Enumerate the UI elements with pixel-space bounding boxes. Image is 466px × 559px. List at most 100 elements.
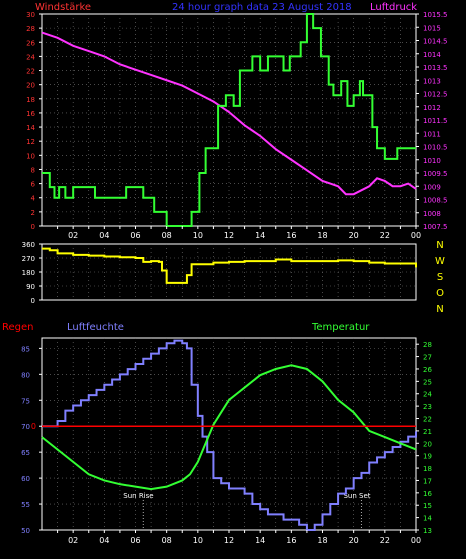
- wind-tick-label: 14: [26, 124, 35, 132]
- climate-panel-xtick-label: 08: [162, 536, 172, 545]
- wind-tick-label: 10: [26, 152, 35, 160]
- temperature-tick-label: 23: [423, 403, 432, 411]
- wind-tick-label: 4: [31, 195, 36, 203]
- climate-panel-xtick-label: 02: [68, 536, 78, 545]
- climate-panel-xtick-label: 10: [193, 536, 203, 545]
- wind-panel-xtick-label: 10: [193, 231, 203, 240]
- pressure-tick-label: 1008.5: [423, 197, 448, 205]
- temperature-tick-label: 19: [423, 453, 432, 461]
- wind-panel-xtick-label: 16: [286, 231, 296, 240]
- temperature-tick-label: 27: [423, 354, 432, 362]
- sunset-label: Sun Set: [343, 492, 370, 500]
- humidity-tick-label: 70: [21, 423, 30, 431]
- climate-panel-xtick-label: 00: [411, 536, 421, 545]
- wind-tick-label: 2: [31, 209, 35, 217]
- rain-label: Regen: [2, 322, 34, 333]
- humidity-tick-label: 65: [21, 449, 30, 457]
- pressure-tick-label: 1012.5: [423, 91, 448, 99]
- wind-panel-xtick-label: 04: [99, 231, 109, 240]
- humidity-series-line: [42, 339, 417, 531]
- temperature-tick-label: 17: [423, 477, 432, 485]
- climate-panel-xtick-label: 16: [286, 536, 296, 545]
- wind-tick-label: 8: [31, 166, 35, 174]
- temperature-label: Temperatur: [311, 322, 370, 333]
- compass-label-n: N: [436, 240, 443, 251]
- temperature-tick-label: 24: [423, 391, 432, 399]
- pressure-tick-label: 1010.5: [423, 144, 448, 152]
- direction-tick-label: 360: [22, 241, 35, 249]
- humidity-tick-label: 80: [21, 371, 30, 379]
- wind-panel-xtick-label: 14: [255, 231, 265, 240]
- pressure-series-line: [41, 31, 417, 196]
- wind-tick-label: 16: [26, 110, 35, 118]
- temperature-tick-label: 15: [423, 502, 432, 510]
- temperature-tick-label: 16: [423, 490, 432, 498]
- sunrise-label: Sun Rise: [123, 492, 153, 500]
- wind-tick-label: 20: [26, 82, 35, 90]
- temperature-tick-label: 21: [423, 428, 432, 436]
- wind-tick-label: 30: [26, 11, 35, 19]
- wind-panel-xtick-label: 00: [411, 231, 421, 240]
- wind-series-line: [42, 13, 416, 227]
- humidity-tick-label: 55: [21, 501, 30, 509]
- humidity-tick-label: 50: [21, 527, 30, 535]
- humidity-label: Luftfeuchte: [67, 322, 124, 333]
- temperature-tick-label: 13: [423, 527, 432, 535]
- pressure-tick-label: 1013.5: [423, 64, 448, 72]
- wind-tick-label: 18: [26, 96, 35, 104]
- wind-panel-xtick-label: 20: [349, 231, 359, 240]
- direction-tick-label: 180: [22, 269, 35, 277]
- climate-panel-xtick-label: 18: [317, 536, 327, 545]
- wind-panel-xtick-label: 08: [162, 231, 172, 240]
- wind-title: Windstärke: [35, 2, 91, 13]
- pressure-title: Luftdruck: [370, 2, 417, 13]
- pressure-tick-label: 1011: [423, 130, 441, 138]
- pressure-tick-label: 1014.5: [423, 38, 448, 46]
- pressure-tick-label: 1009: [423, 183, 441, 191]
- climate-panel-xtick-label: 06: [130, 536, 140, 545]
- climate-panel-xtick-label: 22: [380, 536, 390, 545]
- wind-tick-label: 0: [31, 223, 35, 231]
- temperature-tick-label: 22: [423, 416, 432, 424]
- chart-title: 24 hour graph data 23 August 2018: [172, 2, 352, 13]
- pressure-tick-label: 1011.5: [423, 117, 448, 125]
- wind-panel-xtick-label: 12: [224, 231, 234, 240]
- humidity-tick-label: 75: [21, 397, 30, 405]
- pressure-tick-label: 1015.5: [423, 11, 448, 19]
- wind-panel-xtick-label: 18: [317, 231, 327, 240]
- direction-tick-label: 270: [22, 255, 35, 263]
- wind-tick-label: 6: [31, 181, 36, 189]
- climate-panel-xtick-label: 12: [224, 536, 234, 545]
- humidity-tick-label: 60: [21, 475, 30, 483]
- direction-series-line: [42, 247, 417, 284]
- compass-label-o: O: [436, 288, 444, 299]
- pressure-tick-label: 1008: [423, 210, 441, 218]
- climate-panel-xtick-label: 04: [99, 536, 109, 545]
- wind-tick-label: 26: [26, 39, 35, 47]
- pressure-tick-label: 1009.5: [423, 170, 448, 178]
- pressure-tick-label: 1012: [423, 104, 441, 112]
- direction-tick-label: 90: [26, 283, 35, 291]
- wind-panel-xtick-label: 02: [68, 231, 78, 240]
- pressure-tick-label: 1010: [423, 157, 441, 165]
- temperature-tick-label: 18: [423, 465, 432, 473]
- temperature-tick-label: 14: [423, 515, 432, 523]
- pressure-tick-label: 1013: [423, 77, 441, 85]
- wind-panel-xtick-label: 06: [130, 231, 140, 240]
- direction-tick-label: 0: [31, 297, 35, 305]
- wind-panel-xtick-label: 22: [380, 231, 390, 240]
- wind-tick-label: 24: [26, 53, 35, 61]
- pressure-tick-label: 1015: [423, 24, 441, 32]
- temperature-tick-label: 25: [423, 378, 432, 386]
- climate-panel-xtick-label: 14: [255, 536, 265, 545]
- wind-tick-label: 22: [26, 68, 35, 76]
- pressure-tick-label: 1007.5: [423, 223, 448, 231]
- climate-panel-xtick-label: 20: [349, 536, 359, 545]
- compass-label-w: W: [435, 256, 445, 267]
- compass-label-n: N: [436, 304, 443, 315]
- humidity-tick-label: 85: [21, 345, 30, 353]
- wind-tick-label: 12: [26, 138, 35, 146]
- temperature-tick-label: 28: [423, 341, 432, 349]
